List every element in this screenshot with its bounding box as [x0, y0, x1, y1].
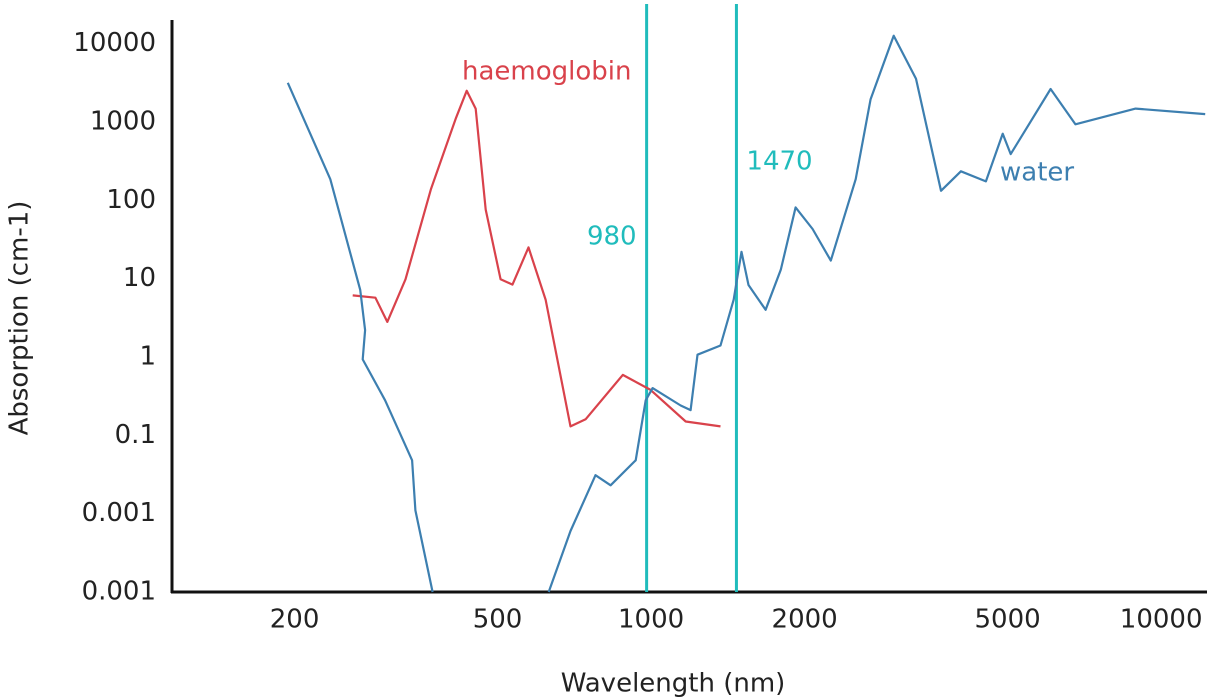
x-tick-label: 1000: [618, 605, 684, 635]
y-tick-label: 0.1: [115, 420, 156, 450]
y-axis-title: Absorption (cm-1): [5, 201, 35, 436]
x-tick-label: 500: [473, 605, 523, 635]
y-tick-label: 0.001: [82, 577, 156, 607]
x-tick-label: 200: [270, 605, 320, 635]
y-tick-label: 1000: [90, 106, 156, 136]
series-line: [286, 34, 1206, 593]
y-tick-label: 0.001: [82, 498, 156, 528]
reference-label: 980: [587, 222, 637, 252]
x-tick-label: 10000: [1120, 605, 1203, 635]
x-axis-title: Wavelength (nm): [561, 669, 786, 699]
y-tick-label: 100: [106, 185, 156, 215]
y-tick-label: 10: [123, 263, 156, 293]
legend-label: water: [1000, 158, 1074, 188]
x-tick-label: 5000: [975, 605, 1041, 635]
legend-label: haemoglobin: [462, 57, 631, 87]
x-tick-label: 2000: [772, 605, 838, 635]
reference-label: 1470: [746, 147, 812, 177]
y-tick-label: 1: [139, 341, 156, 371]
y-tick-label: 10000: [73, 28, 156, 58]
series-line: [352, 89, 721, 428]
